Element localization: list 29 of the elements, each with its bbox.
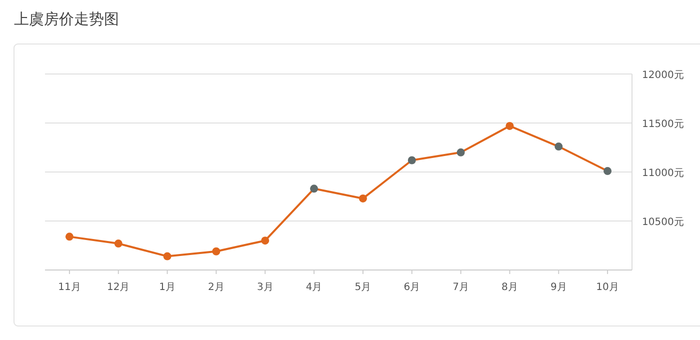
point: [163, 252, 172, 260]
x-tick-label: 4月: [306, 282, 322, 293]
title: 上虞房价走势图: [14, 10, 119, 28]
point: [65, 232, 74, 241]
x-tick-label: 3月: [256, 282, 274, 293]
x-tick-label: 8月: [502, 282, 518, 293]
point: [310, 184, 318, 193]
x-tick-label: 5月: [354, 282, 372, 293]
point: [358, 194, 367, 202]
x-tick-label: 10月: [596, 282, 619, 293]
point: [261, 236, 270, 245]
point: [408, 156, 416, 164]
y-tick-label: 12000元: [642, 70, 684, 81]
y-tick-label: 10500元: [642, 217, 684, 228]
x-tick-label: 7月: [452, 282, 469, 293]
point: [114, 240, 122, 248]
point: [554, 142, 563, 151]
x-tick-label: 9月: [550, 282, 567, 293]
y-tick-label: 11000元: [642, 168, 684, 179]
x-tick-label: 12月: [107, 282, 130, 293]
x-tick-label: 2月: [208, 282, 224, 293]
x-tick-label: 1月: [159, 282, 176, 293]
y-tick-label: 11500元: [642, 119, 684, 130]
point: [604, 167, 612, 176]
point: [506, 122, 514, 130]
point: [212, 247, 220, 256]
x-tick-label: 6月: [404, 282, 420, 293]
point: [456, 148, 465, 156]
x-tick-label: 11月: [58, 282, 81, 293]
